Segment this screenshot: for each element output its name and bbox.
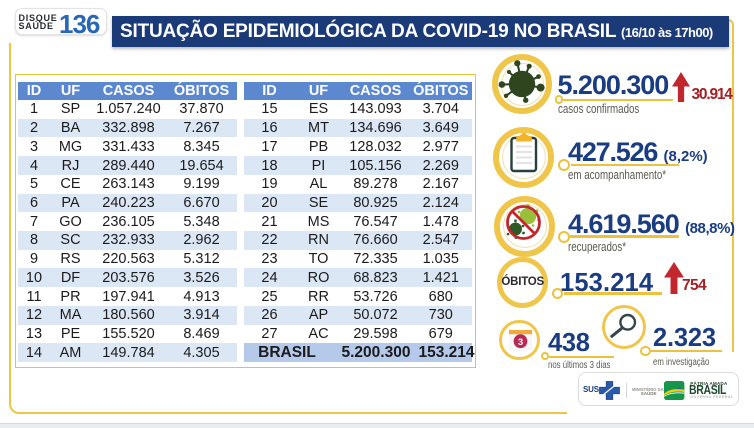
svg-text:3: 3 bbox=[518, 336, 523, 347]
